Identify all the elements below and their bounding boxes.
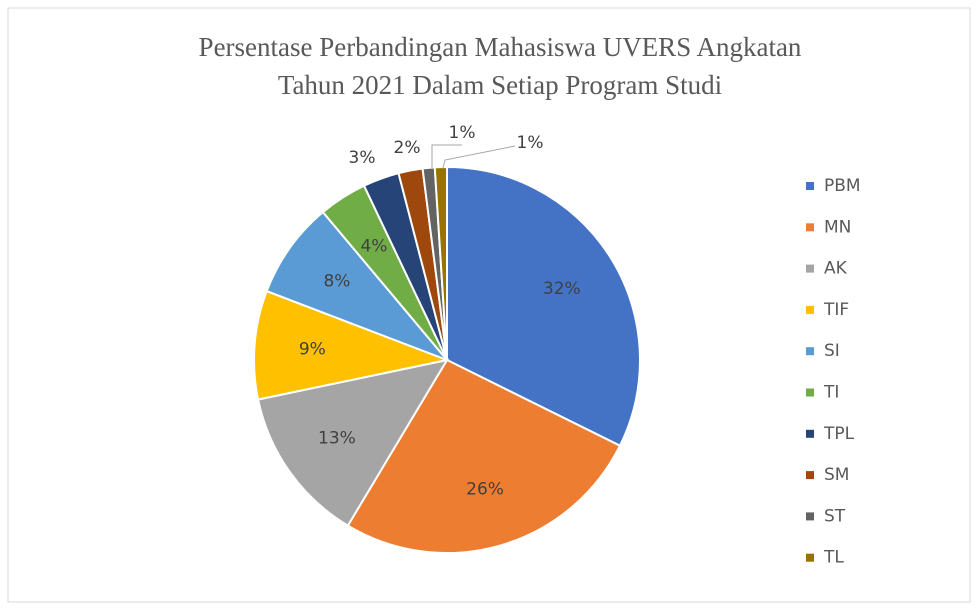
legend-label: TI [823,383,839,403]
leader-line [431,144,462,168]
data-label: 8% [323,272,350,292]
legend-swatch [806,471,814,480]
legend-swatch [806,223,814,232]
pie-slice [433,165,448,361]
legend-swatch [806,182,814,190]
data-label: 26% [466,480,504,500]
legend-label: TPL [823,424,855,444]
legend-label: PBM [824,176,861,196]
legend-swatch [806,305,814,314]
data-label: 4% [360,236,387,256]
legend-swatch [806,347,814,356]
data-label: 13% [318,428,356,448]
legend-label: ST [824,506,846,526]
legend-label: TIF [823,300,849,320]
legend-label: TL [823,548,844,568]
legend-swatch [806,553,814,562]
data-label: 1% [449,123,476,143]
data-label: 9% [299,339,326,359]
pie-slice [256,358,450,527]
pie-slice [346,358,622,554]
legend-label: SM [824,465,849,485]
legend-swatch [806,429,814,438]
data-label: 1% [517,133,544,153]
legend-swatch [806,264,814,273]
data-label: 2% [394,138,421,158]
legend-label: MN [824,217,851,237]
legend-swatch [806,512,814,521]
legend-label: AK [824,259,848,279]
data-label: 32% [543,279,581,299]
pie-slice [253,289,451,401]
leader-line [442,145,516,169]
legend-swatch [806,388,814,397]
legend-label: SI [824,341,840,361]
pie-slice [265,210,451,363]
chart-title: Persentase Perbandingan Mahasiswa UVERS … [199,32,802,62]
chart-title: Tahun 2021 Dalam Setiap Program Studi [278,70,722,100]
data-label: 3% [349,148,376,168]
pie-slice [446,165,641,448]
